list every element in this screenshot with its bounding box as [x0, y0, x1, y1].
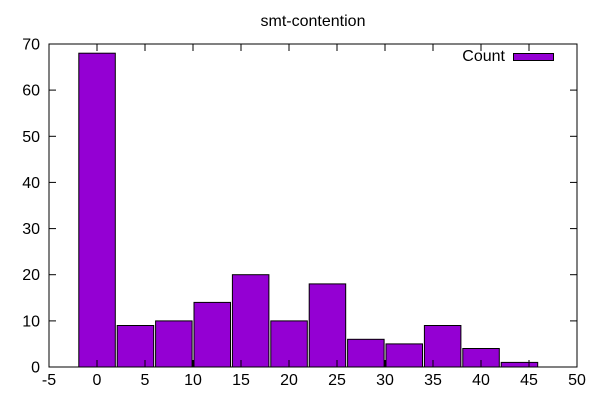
x-tick-label: 35	[424, 372, 442, 389]
y-tick-label: 10	[22, 313, 40, 330]
plot-border	[48, 43, 578, 368]
bar	[155, 320, 193, 368]
y-tick-label: 60	[22, 83, 40, 100]
y-tick-label: 50	[22, 129, 40, 146]
y-tick-label: 40	[22, 175, 40, 192]
x-tick-label: -5	[42, 372, 56, 389]
bar	[78, 52, 116, 368]
bar	[193, 301, 231, 368]
x-tick-label: 5	[141, 372, 150, 389]
legend-label: Count	[462, 48, 505, 65]
x-tick-label: 30	[376, 372, 394, 389]
y-tick-label: 30	[22, 221, 40, 238]
x-tick-label: 0	[93, 372, 102, 389]
y-tick-label: 70	[22, 37, 40, 54]
bar	[500, 361, 539, 368]
bar	[308, 283, 347, 368]
bar	[385, 343, 423, 368]
bar	[347, 338, 385, 368]
x-tick-label: 20	[280, 372, 298, 389]
x-tick-label: 10	[184, 372, 202, 389]
y-tick-label: 20	[22, 267, 40, 284]
x-tick-label: 40	[472, 372, 490, 389]
bar	[116, 325, 155, 368]
bar	[231, 274, 270, 368]
x-tick-label: 50	[568, 372, 586, 389]
chart-title: smt-contention	[260, 13, 366, 30]
x-tick-label: 15	[232, 372, 250, 389]
legend-swatch-icon	[513, 53, 554, 61]
y-tick-label: 0	[31, 360, 40, 377]
bar	[423, 325, 462, 368]
x-tick-label: 45	[520, 372, 538, 389]
bar	[270, 320, 308, 368]
legend: Count	[462, 49, 554, 65]
x-tick-label: 25	[328, 372, 346, 389]
